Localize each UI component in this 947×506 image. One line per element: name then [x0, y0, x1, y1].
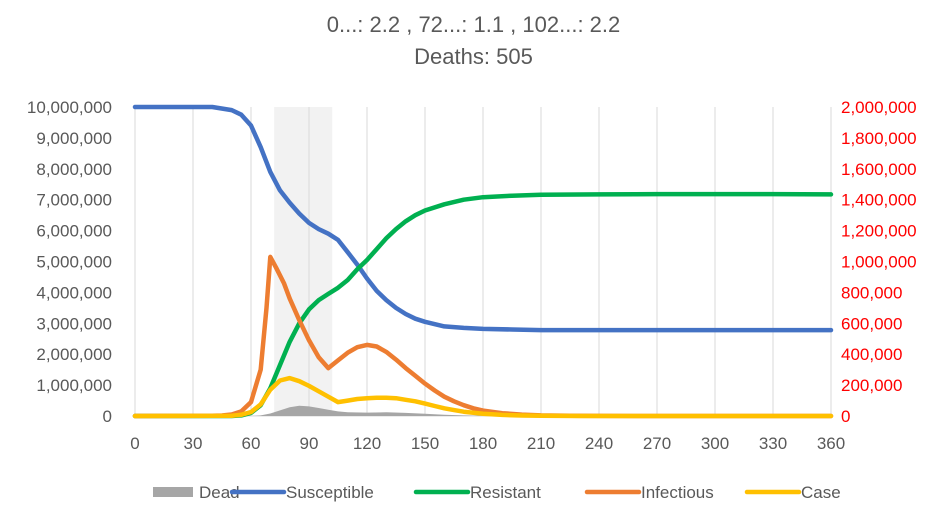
y-left-tick-label: 9,000,000 — [36, 129, 112, 148]
susceptible-line — [132, 104, 834, 333]
x-tick-label: 60 — [242, 434, 261, 453]
x-tick-label: 150 — [411, 434, 439, 453]
x-tick-label: 90 — [300, 434, 319, 453]
y-left-tick-label: 6,000,000 — [36, 222, 112, 241]
resistant-line — [132, 191, 834, 419]
dead-area — [135, 405, 831, 416]
x-tick-label: 30 — [184, 434, 203, 453]
y-left-tick-label: 2,000,000 — [36, 345, 112, 364]
y-right-tick-label: 200,000 — [841, 376, 902, 395]
y-left-tick-label: 1,000,000 — [36, 376, 112, 395]
y-right-tick-label: 1,600,000 — [841, 160, 917, 179]
x-tick-label: 120 — [353, 434, 381, 453]
y-left-tick-label: 7,000,000 — [36, 191, 112, 210]
y-left-tick-label: 0 — [103, 407, 112, 426]
y-left-tick-label: 5,000,000 — [36, 253, 112, 272]
dead-legend-swatch — [153, 487, 193, 497]
y-left-tick-label: 3,000,000 — [36, 314, 112, 333]
x-tick-label: 270 — [643, 434, 671, 453]
y-right-tick-label: 1,400,000 — [841, 191, 917, 210]
resistant-legend-label: Resistant — [470, 483, 541, 502]
x-tick-label: 210 — [527, 434, 555, 453]
dead-legend-label: Dead — [199, 483, 240, 502]
y-right-tick-label: 800,000 — [841, 283, 902, 302]
chart-title: 0...: 2.2 , 72...: 1.1 , 102...: 2.2 — [326, 12, 621, 37]
x-tick-label: 240 — [585, 434, 613, 453]
y-right-tick-label: 0 — [841, 407, 850, 426]
y-right-tick-label: 600,000 — [841, 314, 902, 333]
y-right-tick-label: 2,000,000 — [841, 98, 917, 117]
y-right-tick-label: 1,800,000 — [841, 129, 917, 148]
x-tick-label: 330 — [759, 434, 787, 453]
x-tick-label: 360 — [817, 434, 845, 453]
y-right-tick-label: 400,000 — [841, 345, 902, 364]
y-left-tick-label: 10,000,000 — [27, 98, 112, 117]
x-tick-label: 0 — [130, 434, 139, 453]
x-tick-label: 300 — [701, 434, 729, 453]
y-left-tick-label: 8,000,000 — [36, 160, 112, 179]
x-tick-label: 180 — [469, 434, 497, 453]
y-left-tick-label: 4,000,000 — [36, 283, 112, 302]
chart-subtitle: Deaths: 505 — [414, 44, 533, 69]
shaded-interval — [274, 107, 333, 416]
case-legend-label: Case — [801, 483, 841, 502]
y-right-tick-label: 1,200,000 — [841, 222, 917, 241]
case-line — [132, 375, 834, 419]
susceptible-legend-label: Susceptible — [286, 483, 374, 502]
y-right-tick-label: 1,000,000 — [841, 253, 917, 272]
infectious-legend-label: Infectious — [641, 483, 714, 502]
